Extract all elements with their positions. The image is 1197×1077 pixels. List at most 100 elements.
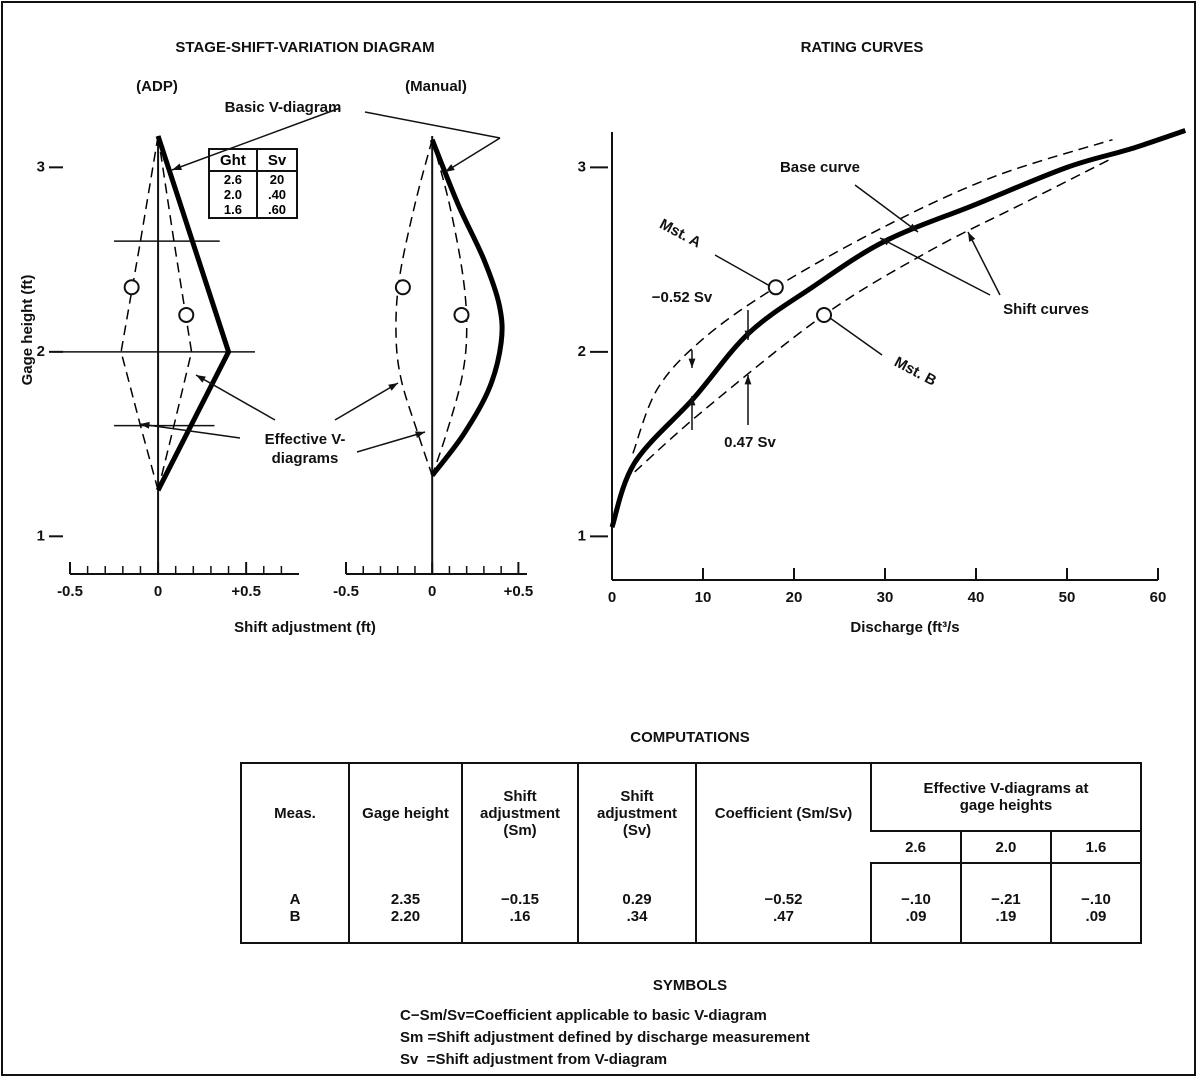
arrow-head [196,375,206,383]
measurement-point [178,306,195,323]
curve [395,139,433,476]
header-cell: Meas. [274,805,316,822]
arrow [139,423,241,439]
inset-header-cell: Ght [220,151,246,169]
measurement-point [767,279,784,296]
x-tick-label: -0.5 [333,583,359,600]
data-row: B 2.20.16.34.47.09.19.09 [241,908,1141,943]
data-cell: 2.20 [348,908,462,943]
arrow [364,111,501,139]
computations-table: Meas. Gage height Shift adjustment (Sm) Shi… [240,762,1142,944]
arrow [829,317,883,356]
curve [157,135,193,491]
subheader-cell: 1.6 [1049,831,1141,864]
data-cell: −.21 [959,863,1051,908]
data-cell: −.10 [1049,863,1141,908]
header-cell: Coefficient (Sm/Sv) [695,763,871,863]
header-cell: Shift adjustment (Sv) [577,763,696,863]
data-cell: .09 [870,908,961,943]
inset-row: 1.6 .60 [209,202,298,218]
curve [120,135,159,491]
inset-cell: 2.0 [223,187,242,202]
y-tick-label: 1 [578,527,586,544]
inset-cell: .60 [255,202,298,218]
y-tick-label: 2 [37,343,45,360]
x-axis-label: Discharge (ft³/s [850,619,959,636]
arrow-head [172,163,182,170]
subheader-row: 2.6 2.0 1.6 [241,831,1141,864]
x-tick-label: 20 [786,589,803,606]
measurement-point [394,279,411,296]
arrow-head [388,383,398,391]
subheader-cell: 2.0 [959,831,1051,864]
arrow [967,231,1001,296]
x-tick-label: 40 [968,589,985,606]
data-row: A 2.35 −0.15 0.29 −0.52 −.10 −.21 −.10 [241,863,1141,908]
data-cell: A [289,891,301,908]
x-tick-label: 50 [1059,589,1076,606]
curve [634,157,1113,473]
curve [155,135,232,492]
inset-row: 2.6 20 [209,171,298,187]
symbol-line: C−Sm/Sv=Coefficient applicable to basic … [400,1007,767,1024]
arrow-head [880,238,890,246]
data-cell: B [289,908,301,925]
header-cell: Shift adjustment (Sm) [461,763,578,863]
inset-header-cell: Sv [255,149,298,171]
x-tick-label: 0 [428,583,436,600]
data-cell: .19 [959,908,1051,943]
annotation: −0.52 Sv [652,289,713,306]
curve [632,138,1113,454]
arrow-head [415,431,425,438]
data-cell: 0.29 [577,863,696,908]
inset-cell: 1.6 [223,202,242,217]
x-tick-label: -0.5 [57,583,83,600]
subheader-cell: 2.6 [871,831,961,864]
x-tick-label: 10 [695,589,712,606]
x-tick-label: +0.5 [231,583,261,600]
y-tick-label: 2 [578,343,586,360]
annotation: Shift curves [1003,301,1089,318]
curve [429,138,505,477]
x-tick-label: +0.5 [504,583,534,600]
symbol-line: Sv =Shift adjustment from V-diagram [400,1051,667,1068]
x-tick-label: 60 [1150,589,1167,606]
symbols-title: SYMBOLS [653,977,727,994]
measurement-point [816,306,833,323]
table-title: COMPUTATIONS [630,729,749,746]
annotation: Base curve [780,159,860,176]
panel-subtitle: (ADP) [136,78,178,95]
y-tick-label: 3 [37,158,45,175]
curve [609,128,1187,529]
arrow [854,184,919,233]
x-axis-label: Shift adjustment (ft) [234,619,376,636]
arrow-head [688,358,696,368]
annotation: Effective V-diagrams [264,431,346,467]
data-cell: .47 [695,908,871,943]
measurement-point [453,306,470,323]
annotation: 0.47 Sv [724,434,776,451]
chart-title: RATING CURVES [801,39,924,56]
arrow-head [968,232,976,242]
arrow-head [445,164,455,172]
arrow-head [908,223,918,232]
arrow-head [140,421,150,429]
data-cell: −0.15 [461,863,578,908]
arrow [171,107,341,171]
arrow-head [744,330,752,340]
inset-header: Ght Sv [209,149,298,171]
y-tick-label: 1 [37,527,45,544]
measurement-point [123,279,140,296]
data-cell: .16 [461,908,578,943]
panel-subtitle: (Manual) [405,78,467,95]
arrow-head [744,375,752,385]
header-row: Meas. Gage height Shift adjustment (Sm) Shi… [241,763,1141,863]
y-axis-label: Gage height (ft) [19,275,36,386]
data-cell: −0.52 [695,863,871,908]
arrow [714,254,771,287]
x-tick-label: 0 [154,583,162,600]
arrow [356,431,426,453]
arrow-head [688,396,696,406]
